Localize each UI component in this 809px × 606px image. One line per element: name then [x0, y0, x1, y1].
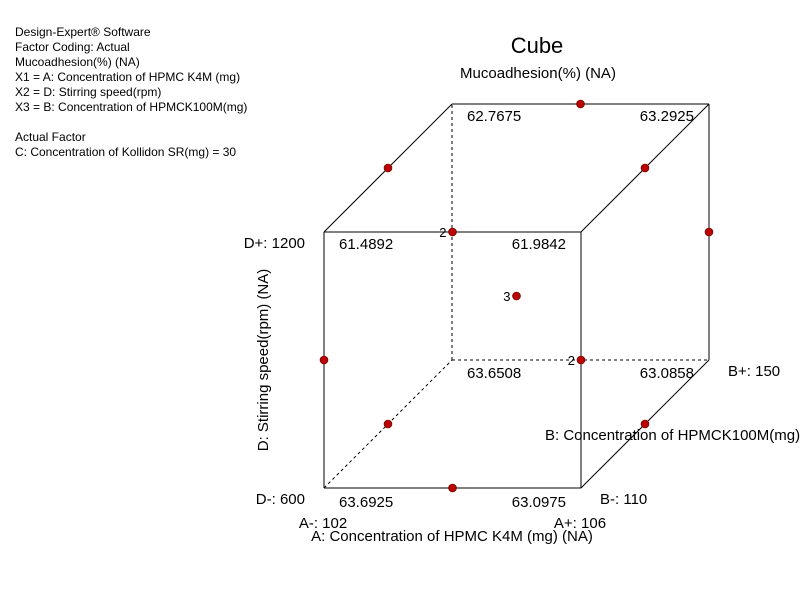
- info-line: C: Concentration of Kollidon SR(mg) = 30: [15, 145, 237, 159]
- x-high-label: A+: 106: [554, 515, 606, 532]
- corner-value-label: 63.6925: [339, 494, 393, 511]
- info-line: X1 = A: Concentration of HPMC K4M (mg): [15, 70, 241, 84]
- y-low-label: D-: 600: [256, 491, 305, 508]
- info-line: X3 = B: Concentration of HPMCK100M(mg): [15, 100, 248, 114]
- design-point: [383, 163, 393, 173]
- design-point: [512, 291, 521, 301]
- design-point: [576, 355, 586, 365]
- corner-value-label: 63.6508: [467, 365, 521, 382]
- info-line: Factor Coding: Actual: [15, 40, 130, 54]
- design-point: [640, 163, 650, 173]
- replicate-count-label: 3: [503, 289, 510, 304]
- design-point: [383, 419, 393, 429]
- corner-value-label: 62.7675: [467, 108, 521, 125]
- design-point: [576, 99, 585, 109]
- info-line: X2 = D: Stirring speed(rpm): [15, 85, 162, 99]
- info-line: Actual Factor: [15, 130, 86, 144]
- z-axis-title: B: Concentration of HPMCK100M(mg): [545, 427, 800, 444]
- design-point: [448, 227, 457, 237]
- info-line: Design-Expert® Software: [15, 25, 151, 39]
- corner-labels: 63.6925 63.0975 61.4892 61.9842 63.6508 63.08…: [339, 108, 694, 511]
- design-point: [640, 419, 650, 429]
- corner-value-label: 61.9842: [512, 236, 566, 253]
- design-point: [704, 227, 714, 237]
- replicate-count-label: 2: [568, 353, 575, 368]
- corner-value-label: 63.2925: [640, 108, 694, 125]
- info-panel: Design-Expert® Software Factor Coding: A…: [15, 25, 247, 160]
- chart-title: Cube: [511, 33, 564, 58]
- design-point: [448, 483, 457, 493]
- replicate-count-label: 2: [439, 225, 446, 240]
- y-axis-title: D: Stirring speed(rpm) (NA): [255, 269, 272, 452]
- z-low-label: B-: 110: [600, 491, 647, 508]
- x-low-label: A-: 102: [299, 515, 347, 532]
- corner-value-label: 63.0858: [640, 365, 694, 382]
- info-line: Mucoadhesion(%) (NA): [15, 55, 140, 69]
- corner-value-label: 61.4892: [339, 236, 393, 253]
- chart-subtitle: Mucoadhesion(%) (NA): [460, 65, 616, 82]
- design-points: 2 2 3: [319, 99, 714, 493]
- z-high-label: B+: 150: [728, 363, 780, 380]
- design-point: [319, 355, 329, 365]
- x-axis-title: A: Concentration of HPMC K4M (mg) (NA): [311, 528, 593, 545]
- corner-value-label: 63.0975: [512, 494, 566, 511]
- y-high-label: D+: 1200: [244, 235, 305, 252]
